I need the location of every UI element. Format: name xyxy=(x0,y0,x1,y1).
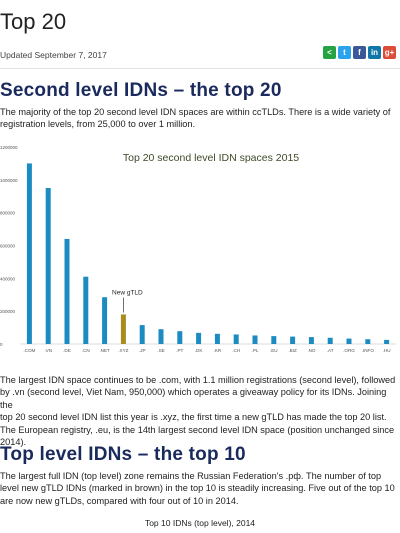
twitter-icon[interactable]: t xyxy=(338,46,351,59)
x-tick-label: .INFO xyxy=(362,348,375,353)
x-tick-label: .CN xyxy=(82,348,90,353)
x-tick-label: .BIZ xyxy=(288,348,297,353)
y-tick-label: 0 xyxy=(0,342,3,347)
bar-chart: 0 200000 400000 600000 800000 1000000 1200000 T… xyxy=(0,145,396,353)
share-icon[interactable]: < xyxy=(323,46,336,59)
bar-de xyxy=(64,238,70,344)
x-tick-label: .EU xyxy=(270,348,278,353)
y-tick-label: 1200000 xyxy=(0,145,18,150)
x-tick-label: .HU xyxy=(383,348,391,353)
table-caption: Top 10 IDNs (top level), 2014 xyxy=(144,518,256,528)
bar-no xyxy=(308,337,314,344)
bar-pt xyxy=(177,331,183,344)
bar-kr xyxy=(214,333,220,344)
x-tick-label: .COM xyxy=(23,348,35,353)
body-line: top 20 second level IDN list this year i… xyxy=(0,412,387,423)
x-tick-label: .PT xyxy=(176,348,183,353)
body-paragraph: The largest IDN space continues to be .c… xyxy=(0,374,398,448)
x-tick-label: .DE xyxy=(63,348,71,353)
bar-jp xyxy=(139,325,145,344)
x-tick-label: .PL xyxy=(252,348,259,353)
annotation-new-gtld: New gTLD xyxy=(112,289,143,296)
x-tick-label: .AT xyxy=(327,348,334,353)
x-tick-label: .SE xyxy=(157,348,164,353)
section-heading-top-level: Top level IDNs – the top 10 xyxy=(0,444,246,465)
section-heading-second-level: Second level IDNs – the top 20 xyxy=(0,80,282,101)
bar-eu xyxy=(271,336,277,344)
body-line: by .vn (second level, Viet Nam, 950,000)… xyxy=(0,387,387,410)
google-plus-icon[interactable]: g+ xyxy=(383,46,396,59)
x-tick-label: .CH xyxy=(232,348,240,353)
body-line: The largest IDN space continues to be .c… xyxy=(0,375,396,385)
bar-dk xyxy=(196,332,202,344)
divider xyxy=(0,68,400,69)
bar-net xyxy=(102,297,108,344)
intro-line: The majority of the top 20 second level … xyxy=(0,107,391,117)
x-tick-label: .DK xyxy=(195,348,204,353)
x-tick-label: .KR xyxy=(214,348,222,353)
x-tick-label: .VN xyxy=(44,348,52,353)
facebook-icon[interactable]: f xyxy=(353,46,366,59)
y-tick-label: 800000 xyxy=(0,211,16,216)
body-line: 2014). xyxy=(0,437,27,448)
bar-pl xyxy=(252,335,258,344)
bar-org xyxy=(346,338,352,344)
x-tick-label: .NO xyxy=(307,348,316,353)
bar-biz xyxy=(290,336,296,344)
y-tick-label: 1000000 xyxy=(0,178,18,183)
y-tick-label: 200000 xyxy=(0,309,16,314)
bar-info xyxy=(365,339,371,344)
bar-cn xyxy=(83,276,89,344)
body-line: The largest full IDN (top level) zone re… xyxy=(0,471,382,481)
intro-paragraph: The majority of the top 20 second level … xyxy=(0,106,398,131)
y-tick-label: 400000 xyxy=(0,276,16,281)
linkedin-icon[interactable]: in xyxy=(368,46,381,59)
body-line: level new gTLD IDNs (marked in brown) in… xyxy=(0,483,395,494)
bar-se xyxy=(158,329,164,344)
bar-ch xyxy=(233,334,239,344)
updated-date: Updated September 7, 2017 xyxy=(0,50,107,60)
body-line: The European registry, .eu, is the 14th … xyxy=(0,424,395,435)
body-line: are now new gTLDs, compared with four ou… xyxy=(0,495,239,506)
share-bar: < t f in g+ xyxy=(323,46,396,59)
bar-com xyxy=(26,163,32,344)
x-tick-label: .NET xyxy=(99,348,110,353)
bar-xyz xyxy=(120,314,126,344)
intro-line: registration levels, from 25,000 to over… xyxy=(0,119,196,130)
chart-title: Top 20 second level IDN spaces 2015 xyxy=(123,152,299,164)
x-tick-label: .JP xyxy=(139,348,146,353)
x-tick-label: .ORG xyxy=(343,348,355,353)
y-tick-label: 600000 xyxy=(0,244,16,249)
bar-hu xyxy=(384,339,390,344)
bar-at xyxy=(327,337,333,344)
top-level-paragraph: The largest full IDN (top level) zone re… xyxy=(0,470,398,507)
page-title: Top 20 xyxy=(0,9,67,34)
bar-vn xyxy=(45,188,51,344)
x-tick-label: .XYZ xyxy=(118,348,128,353)
